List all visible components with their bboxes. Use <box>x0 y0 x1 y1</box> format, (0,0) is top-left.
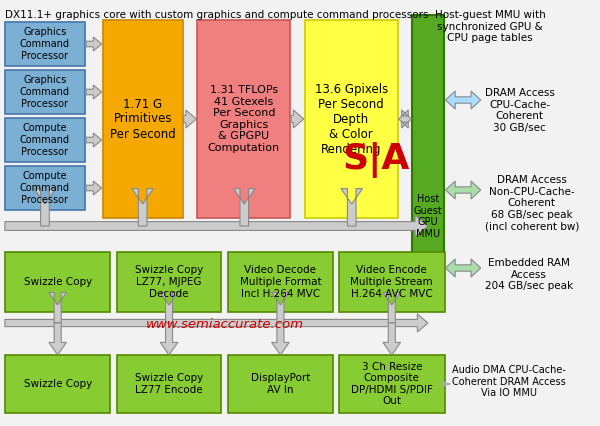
Polygon shape <box>160 292 178 323</box>
FancyBboxPatch shape <box>5 70 85 114</box>
Text: Host-guest MMU with
synchronized GPU &
CPU page tables: Host-guest MMU with synchronized GPU & C… <box>435 10 545 43</box>
Polygon shape <box>34 189 56 226</box>
Polygon shape <box>184 110 196 128</box>
FancyBboxPatch shape <box>339 252 445 312</box>
FancyBboxPatch shape <box>412 15 443 295</box>
Text: DRAM Access
CPU-Cache-
Coherent
30 GB/sec: DRAM Access CPU-Cache- Coherent 30 GB/se… <box>485 88 554 133</box>
Polygon shape <box>5 215 428 237</box>
FancyBboxPatch shape <box>227 355 333 413</box>
Polygon shape <box>291 110 304 128</box>
FancyBboxPatch shape <box>5 166 85 210</box>
Text: Compute
Command
Processor: Compute Command Processor <box>20 124 70 157</box>
Polygon shape <box>86 181 101 195</box>
Polygon shape <box>86 85 101 99</box>
FancyBboxPatch shape <box>305 20 398 218</box>
Text: www.semiaccurate.com: www.semiaccurate.com <box>146 319 304 331</box>
Text: S|A: S|A <box>343 142 410 178</box>
Text: 13.6 Gpixels
Per Second
Depth
& Color
Rendering: 13.6 Gpixels Per Second Depth & Color Re… <box>314 83 388 155</box>
Text: Graphics
Command
Processor: Graphics Command Processor <box>20 75 70 109</box>
Polygon shape <box>383 292 401 323</box>
Text: Swizzle Copy: Swizzle Copy <box>23 379 92 389</box>
Text: Swizzle Copy
LZ77, MJPEG
Decode: Swizzle Copy LZ77, MJPEG Decode <box>135 265 203 299</box>
Text: Video Decode
Multiple Format
Incl H.264 MVC: Video Decode Multiple Format Incl H.264 … <box>239 265 321 299</box>
FancyBboxPatch shape <box>117 252 221 312</box>
Polygon shape <box>383 323 401 355</box>
Polygon shape <box>49 292 67 323</box>
Text: Host
Guest
GPU
MMU: Host Guest GPU MMU <box>413 194 442 239</box>
Polygon shape <box>233 189 255 226</box>
Text: Graphics
Command
Processor: Graphics Command Processor <box>20 27 70 60</box>
FancyBboxPatch shape <box>5 355 110 413</box>
Text: Embedded RAM
Access
204 GB/sec peak: Embedded RAM Access 204 GB/sec peak <box>485 258 573 291</box>
Text: DRAM Access
Non-CPU-Cache-
Coherent
68 GB/sec peak
(incl coherent bw): DRAM Access Non-CPU-Cache- Coherent 68 G… <box>485 175 579 231</box>
Polygon shape <box>86 133 101 147</box>
Polygon shape <box>446 91 481 109</box>
FancyBboxPatch shape <box>5 252 110 312</box>
Text: DisplayPort
AV In: DisplayPort AV In <box>251 373 310 395</box>
Text: Video Encode
Multiple Stream
H.264 AVC MVC: Video Encode Multiple Stream H.264 AVC M… <box>350 265 433 299</box>
Polygon shape <box>341 189 362 226</box>
FancyBboxPatch shape <box>227 252 333 312</box>
Text: Swizzle Copy: Swizzle Copy <box>23 277 92 287</box>
Polygon shape <box>272 292 289 323</box>
FancyBboxPatch shape <box>117 355 221 413</box>
Text: 1.31 TFLOPs
41 Gtexels
Per Second
Graphics
& GPGPU
Computation: 1.31 TFLOPs 41 Gtexels Per Second Graphi… <box>208 85 280 153</box>
Text: 1.71 G
Primitives
Per Second: 1.71 G Primitives Per Second <box>110 98 176 141</box>
Text: Audio DMA CPU-Cache-
Coherent DRAM Access
Via IO MMU: Audio DMA CPU-Cache- Coherent DRAM Acces… <box>452 365 566 398</box>
Text: 3 Ch Resize
Composite
DP/HDMI S/PDIF
Out: 3 Ch Resize Composite DP/HDMI S/PDIF Out <box>351 362 433 406</box>
Polygon shape <box>446 181 481 199</box>
Polygon shape <box>160 323 178 355</box>
FancyBboxPatch shape <box>103 20 183 218</box>
Text: Swizzle Copy
LZ77 Encode: Swizzle Copy LZ77 Encode <box>135 373 203 395</box>
FancyBboxPatch shape <box>5 22 85 66</box>
Polygon shape <box>86 37 101 51</box>
Polygon shape <box>446 259 481 277</box>
Polygon shape <box>49 323 67 355</box>
Polygon shape <box>398 110 412 128</box>
FancyBboxPatch shape <box>197 20 290 218</box>
Text: DX11.1+ graphics core with custom graphics and compute command processors: DX11.1+ graphics core with custom graphi… <box>5 10 428 20</box>
FancyBboxPatch shape <box>339 355 445 413</box>
Polygon shape <box>272 323 289 355</box>
Polygon shape <box>132 189 154 226</box>
Text: Compute
Command
Processor: Compute Command Processor <box>20 171 70 204</box>
FancyBboxPatch shape <box>5 118 85 162</box>
Polygon shape <box>5 314 428 332</box>
